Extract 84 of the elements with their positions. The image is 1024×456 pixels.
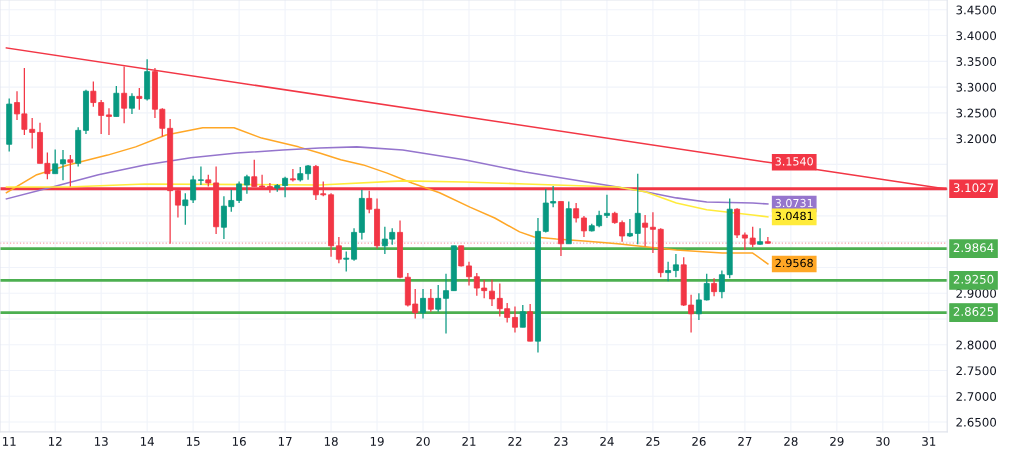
y-tick-label: 3.4000 xyxy=(956,31,997,41)
ref-line-label: 2.9250 xyxy=(953,274,994,284)
x-tick-label: 27 xyxy=(738,436,752,446)
data-label: 3.0481 xyxy=(775,211,813,221)
candlestick xyxy=(427,288,434,313)
x-tick-label: 31 xyxy=(922,436,936,446)
x-tick-label: 12 xyxy=(48,436,62,446)
candlestick xyxy=(343,250,350,273)
candlestick xyxy=(665,261,672,282)
candlestick xyxy=(243,174,250,195)
data-label: 3.1540 xyxy=(775,157,813,166)
x-tick-label: 20 xyxy=(416,436,430,446)
x-tick-label: 18 xyxy=(324,436,338,446)
candlestick xyxy=(603,194,610,219)
candlestick xyxy=(764,236,771,245)
candlestick xyxy=(289,168,296,183)
candlestick xyxy=(282,176,289,198)
x-tick-label: 13 xyxy=(94,436,108,446)
candlestick xyxy=(52,148,59,175)
candlestick xyxy=(489,279,495,307)
y-tick-label: 2.7500 xyxy=(956,366,997,376)
ref-line-label: 2.9864 xyxy=(953,243,994,253)
x-tick-label: 19 xyxy=(370,436,384,446)
x-tick-label: 29 xyxy=(830,436,844,446)
line-series xyxy=(5,127,769,265)
candlestick xyxy=(182,192,189,226)
x-tick-label: 22 xyxy=(508,436,522,446)
candlestick xyxy=(634,173,641,245)
candlestick xyxy=(703,273,710,302)
candlestick xyxy=(573,202,580,224)
candlestick xyxy=(190,175,197,204)
x-tick-label: 16 xyxy=(232,436,246,446)
candlestick xyxy=(129,92,135,115)
candlestick xyxy=(60,149,66,181)
y-tick-label: 2.7000 xyxy=(956,392,997,401)
ref-line-label: 2.8625 xyxy=(953,307,994,316)
x-tick-label: 11 xyxy=(2,437,16,446)
candlestick xyxy=(458,245,465,268)
candlestick xyxy=(435,284,442,313)
data-label: 2.9568 xyxy=(775,258,813,268)
candlestick xyxy=(757,227,764,246)
line-series xyxy=(5,146,769,205)
candlestick xyxy=(749,226,756,248)
y-tick-label: 3.4500 xyxy=(956,5,997,15)
x-tick-label: 21 xyxy=(462,436,476,446)
y-tick-label: 3.2500 xyxy=(956,108,997,118)
candlestick xyxy=(695,292,702,321)
candlestick xyxy=(335,236,342,264)
candlestick xyxy=(718,269,725,299)
candlestick xyxy=(197,165,204,186)
data-label: 3.0731 xyxy=(775,198,813,208)
x-tick-label: 17 xyxy=(278,437,292,446)
y-tick-label: 2.9000 xyxy=(956,288,997,298)
candlestick xyxy=(711,277,718,297)
candlestick xyxy=(741,231,748,251)
y-tick-label: 2.6500 xyxy=(956,417,997,427)
y-tick-label: 3.3000 xyxy=(956,82,997,92)
candlestick xyxy=(642,214,649,247)
ref-line-label: 3.1027 xyxy=(953,183,994,193)
line-series xyxy=(5,180,769,218)
y-tick-label: 3.3500 xyxy=(956,57,997,66)
x-tick-label: 30 xyxy=(876,436,890,446)
x-tick-label: 15 xyxy=(186,437,200,446)
candlestick xyxy=(420,288,426,320)
candlestick xyxy=(236,180,243,204)
candlestick xyxy=(649,211,656,254)
y-tick-label: 3.2000 xyxy=(956,134,997,144)
x-tick-label: 23 xyxy=(554,436,568,446)
candlestick xyxy=(136,87,143,111)
x-tick-label: 24 xyxy=(600,436,614,446)
candlestick xyxy=(512,305,518,334)
x-tick-label: 26 xyxy=(692,436,706,446)
x-tick-label: 28 xyxy=(784,436,798,446)
candlestick xyxy=(672,253,679,278)
candlestick xyxy=(113,85,120,118)
y-tick-label: 2.8000 xyxy=(956,340,997,350)
candlestick xyxy=(519,304,526,328)
x-tick-label: 25 xyxy=(646,436,660,446)
candlestick xyxy=(581,215,587,238)
candlestick xyxy=(121,65,128,124)
x-tick-label: 14 xyxy=(140,437,154,446)
candlestick xyxy=(106,107,112,136)
candlestick xyxy=(466,261,472,287)
candlestick xyxy=(443,273,449,335)
